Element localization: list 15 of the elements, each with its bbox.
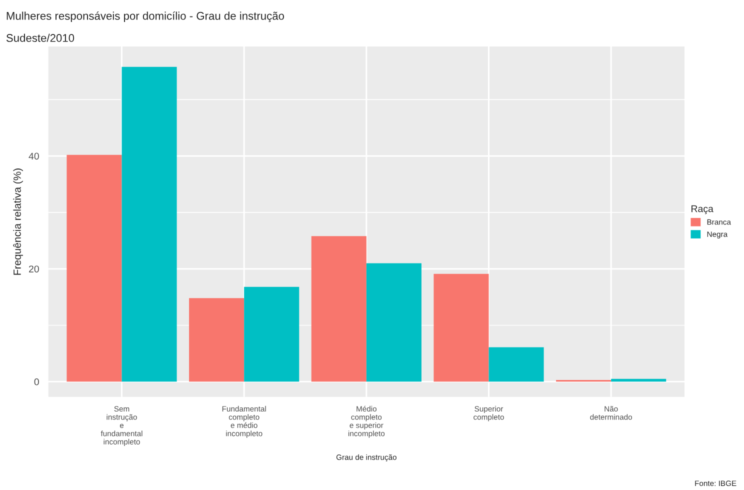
bar <box>244 286 300 382</box>
bar <box>66 154 122 382</box>
bar <box>434 274 489 382</box>
chart-subtitle: Sudeste/2010 <box>6 34 74 42</box>
y-tick-label: 0 <box>34 378 39 386</box>
bar <box>366 263 422 382</box>
legend-title: Raça <box>692 205 714 214</box>
bar <box>122 66 177 382</box>
y-tick-label: 40 <box>28 152 39 160</box>
bar <box>189 298 244 382</box>
y-tick-label: 20 <box>29 266 39 272</box>
y-axis-title: Frequência relativa (%) <box>13 168 23 275</box>
bar <box>311 236 366 382</box>
bar <box>488 347 544 382</box>
chart-title: Mulheres responsáveis por domicílio - Grau de instrução <box>6 12 284 22</box>
